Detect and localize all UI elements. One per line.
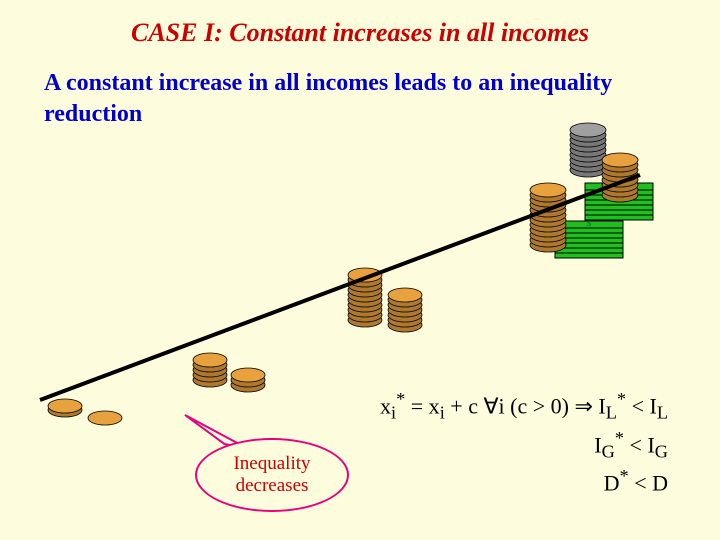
formula-line-0: xi* = xi + c ∀i (c > 0) ⇒ IL* < IL xyxy=(380,389,668,424)
coin xyxy=(602,153,638,167)
bill xyxy=(555,253,623,258)
coin xyxy=(388,288,422,302)
bill xyxy=(585,205,653,210)
coin xyxy=(48,399,82,413)
coin xyxy=(193,353,227,367)
bill xyxy=(585,210,653,215)
bill xyxy=(585,215,653,220)
trend-line xyxy=(40,175,640,400)
formula-line-2: D* < D xyxy=(380,466,668,496)
callout-text-1: Inequality xyxy=(233,453,310,475)
formula-line-1: IG* < IG xyxy=(380,428,668,463)
coin xyxy=(88,411,122,425)
bill xyxy=(555,248,623,253)
coin xyxy=(530,183,566,197)
formula-block: xi* = xi + c ∀i (c > 0) ⇒ IL* < IL IG* < … xyxy=(380,385,668,501)
coin xyxy=(231,368,265,382)
coin xyxy=(570,123,606,137)
callout-bubble: Inequality decreases xyxy=(195,438,349,512)
callout-text-2: decreases xyxy=(236,475,309,497)
